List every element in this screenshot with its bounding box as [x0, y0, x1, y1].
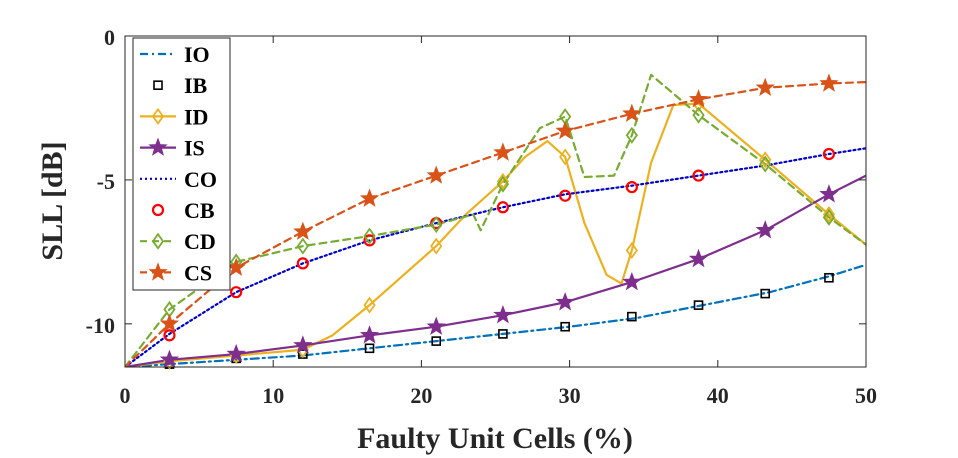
legend-label-cd: CD	[184, 229, 216, 254]
marker-cs	[555, 120, 575, 140]
legend-marker-ib	[153, 80, 163, 90]
marker-cb	[625, 181, 638, 194]
marker-is	[622, 271, 642, 291]
series-line-cd	[125, 73, 866, 367]
x-axis-label: Faulty Unit Cells (%)	[357, 422, 633, 455]
marker-is	[226, 343, 246, 363]
marker-cd	[496, 175, 510, 193]
y-tick-label: -5	[97, 169, 115, 194]
marker-is	[426, 316, 446, 335]
legend-marker-cs	[148, 262, 168, 281]
marker-cs	[493, 142, 513, 161]
legend-marker-cb	[151, 203, 165, 217]
marker-cs	[622, 103, 642, 122]
marker-id	[759, 151, 772, 169]
marker-is	[493, 305, 513, 324]
marker-ib	[760, 288, 771, 299]
marker-cb	[559, 189, 572, 202]
marker-layer	[159, 73, 839, 370]
marker-cd	[822, 208, 836, 226]
marker-id	[430, 237, 443, 255]
marker-id	[363, 296, 376, 314]
marker-cs	[819, 73, 839, 92]
marker-cb	[496, 201, 510, 214]
marker-cd	[430, 215, 443, 234]
marker-is	[555, 292, 575, 311]
y-axis-label: SLL [dB]	[36, 141, 69, 260]
x-tick-label: 40	[707, 383, 729, 408]
marker-id	[559, 148, 572, 166]
legend-marker-is	[148, 137, 168, 156]
marker-cb	[296, 257, 309, 270]
legend-label-ib: IB	[184, 73, 208, 98]
marker-is	[293, 335, 313, 354]
legend: IO IB ID IS CO CB CD CS	[132, 37, 231, 291]
legend-label-is: IS	[184, 136, 205, 161]
marker-cd	[692, 106, 705, 124]
marker-id	[496, 172, 510, 190]
legend-label-cb: CB	[184, 198, 215, 223]
marker-cd	[363, 227, 376, 245]
marker-ib	[627, 311, 637, 322]
marker-ib	[560, 321, 570, 332]
marker-cs	[159, 313, 180, 333]
marker-id	[822, 205, 836, 224]
marker-cb	[363, 234, 376, 247]
marker-cd	[759, 155, 772, 173]
legend-label-co: CO	[184, 167, 217, 192]
legend-label-io: IO	[184, 42, 210, 67]
marker-ib	[693, 300, 704, 310]
legend-marker-cd	[151, 232, 165, 250]
marker-is	[159, 349, 180, 369]
y-tick-label: -10	[86, 313, 115, 338]
marker-ib	[431, 336, 442, 346]
x-tick-label: 0	[120, 383, 131, 408]
legend-label-cs: CS	[184, 260, 212, 285]
marker-ib	[498, 329, 508, 339]
marker-cs	[426, 165, 446, 184]
legend-box	[132, 37, 231, 291]
marker-cb	[692, 169, 705, 182]
marker-ib	[364, 343, 375, 354]
x-tick-label: 10	[262, 383, 284, 408]
marker-cs	[293, 221, 313, 240]
marker-cs	[755, 77, 775, 97]
marker-cb	[822, 147, 836, 161]
tick-layer: 0 10 20 30 40 50 0 -5 -10	[86, 25, 877, 408]
x-tick-label: 20	[410, 383, 432, 408]
marker-cs	[359, 188, 380, 207]
marker-cd	[296, 237, 309, 255]
y-tick-label: 0	[104, 25, 115, 50]
marker-is	[359, 325, 380, 344]
legend-label-id: ID	[184, 104, 208, 129]
marker-is	[688, 248, 709, 268]
marker-id	[625, 241, 638, 259]
x-tick-label: 50	[855, 383, 877, 408]
marker-cs	[688, 89, 709, 108]
marker-is	[819, 184, 839, 203]
marker-ib	[824, 272, 834, 283]
x-tick-label: 30	[559, 383, 581, 408]
plot-area	[125, 73, 866, 370]
legend-marker-id	[151, 107, 165, 125]
marker-cd	[625, 126, 638, 144]
marker-cb	[163, 329, 176, 342]
marker-is	[755, 220, 775, 239]
marker-cb	[230, 286, 243, 299]
